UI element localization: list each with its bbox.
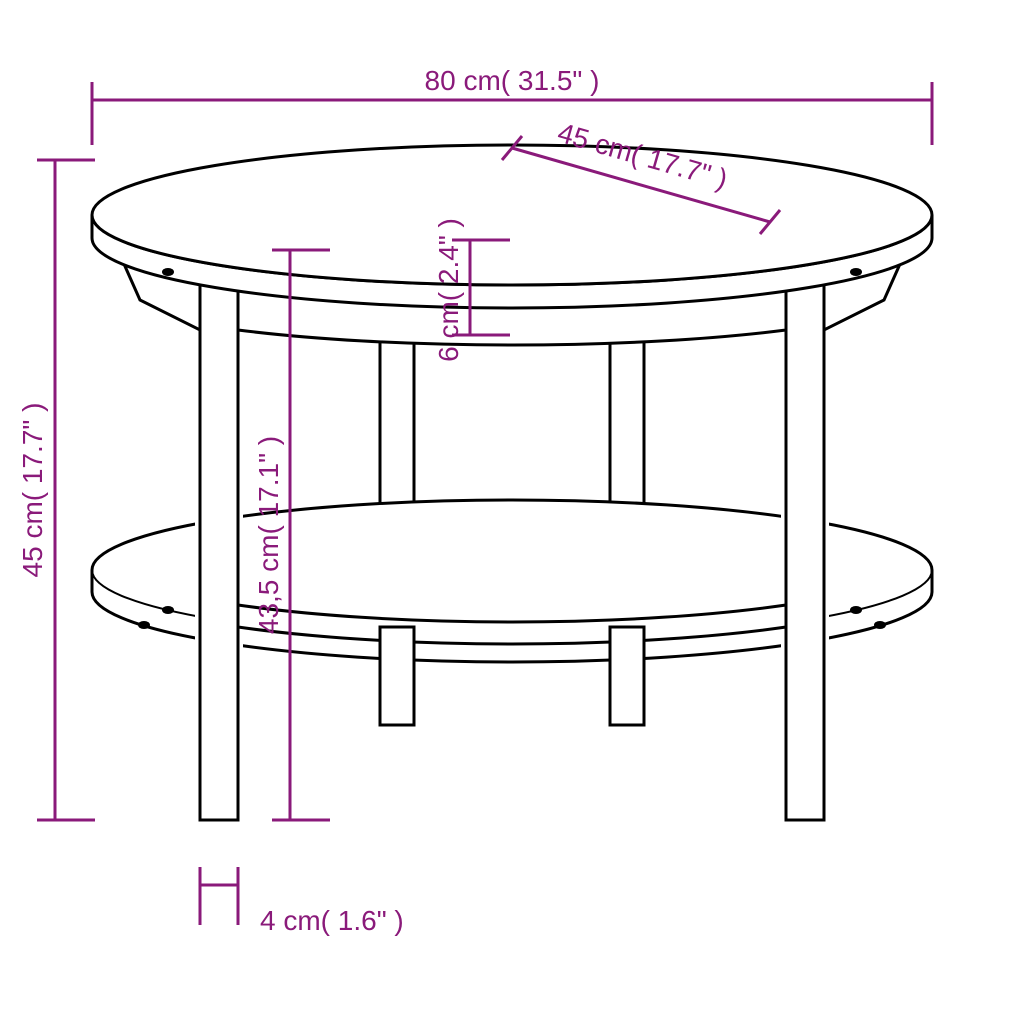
tabletop [92, 145, 932, 308]
dim-height: 45 cm( 17.7" ) [17, 160, 95, 820]
dim-leg-height-label: 43,5 cm( 17.1" ) [253, 436, 284, 634]
dim-width-label: 80 cm( 31.5" ) [425, 65, 600, 96]
dim-apron-label: 6 cm( 2.4" ) [433, 218, 464, 362]
dim-leg-width-label: 4 cm( 1.6" ) [260, 905, 404, 936]
dim-height-label: 45 cm( 17.7" ) [17, 403, 48, 578]
dimension-drawing: 80 cm( 31.5" ) 45 cm( 17.7" ) 45 cm( 17.… [0, 0, 1024, 1024]
dim-leg-width: 4 cm( 1.6" ) [200, 867, 404, 936]
table-outline [92, 145, 932, 830]
dim-width: 80 cm( 31.5" ) [92, 65, 932, 145]
